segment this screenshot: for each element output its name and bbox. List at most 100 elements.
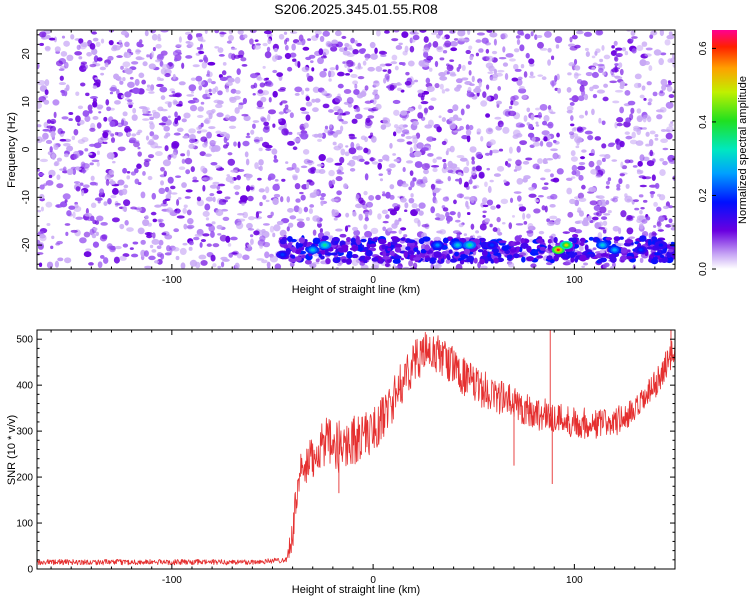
spectrogram-cell — [577, 165, 586, 171]
spectrogram-cell — [130, 206, 138, 210]
spectrogram-band-cell — [498, 240, 507, 244]
spectrogram-cell — [122, 167, 128, 174]
spectrogram-cell — [283, 31, 288, 35]
spectrogram-cell — [384, 30, 390, 34]
spectrogram-cell — [249, 30, 257, 34]
spectrogram-cell — [157, 53, 165, 60]
spectrogram-band-cell — [589, 253, 594, 257]
spectrogram-cell — [525, 52, 530, 59]
spectrogram-cell — [354, 40, 358, 45]
spectrogram-cell — [434, 60, 439, 68]
spectrogram-cell — [81, 189, 85, 197]
spectrogram-cell — [99, 234, 108, 242]
spectrogram-cell — [642, 199, 648, 203]
spectrogram-cell — [144, 265, 152, 269]
spectrogram-band-cell — [501, 245, 510, 251]
spectrogram-cell — [91, 48, 98, 55]
spectrogram-cell — [175, 175, 182, 179]
spectrogram-cell — [446, 71, 450, 75]
spectrogram-hotspot-core — [280, 253, 285, 256]
spectrogram-cell — [375, 66, 383, 72]
spectrogram-cell — [389, 194, 395, 200]
spectrogram-band-cell — [341, 244, 349, 250]
spectrogram-cell — [382, 117, 388, 121]
spectrogram-cell — [414, 161, 423, 168]
spectrogram-cell — [186, 149, 191, 157]
spectrogram-cell — [612, 100, 620, 104]
spectrogram-cell — [578, 114, 585, 119]
spectrogram-cell — [75, 216, 84, 220]
spectrogram-cell — [196, 33, 203, 37]
spectrogram-band-cell — [479, 258, 485, 265]
spectrogram-band-cell — [440, 258, 445, 263]
spectrogram-cell — [514, 68, 522, 72]
spectrogram-cell — [516, 38, 521, 46]
spectrogram-cell — [243, 115, 251, 122]
colorbar-gradient — [712, 30, 737, 269]
spectrogram-cell — [384, 263, 390, 268]
spectrogram-cell — [594, 136, 602, 141]
spectrogram-cell — [98, 111, 102, 114]
spectrogram-cell — [445, 150, 449, 156]
spectrogram-cell — [465, 49, 471, 55]
spectrogram-cell — [639, 209, 643, 215]
spectrogram-cell — [342, 50, 351, 56]
spectrogram-cell — [253, 44, 261, 50]
spectrogram-cell — [89, 63, 97, 68]
spectrogram-cell — [314, 30, 322, 35]
spectrogram-cell — [439, 76, 448, 81]
spectrogram-cell — [188, 246, 193, 251]
spectrogram-cell — [576, 139, 580, 146]
spectrogram-cell — [412, 137, 418, 144]
spectrogram-cell — [334, 162, 343, 166]
spectrogram-cell — [651, 174, 656, 182]
spectrogram-cell — [190, 166, 195, 173]
spectrogram-cell — [565, 177, 573, 181]
spectrogram-cell — [452, 104, 459, 112]
spectrogram-cell — [273, 193, 281, 198]
spectrogram-cell — [489, 76, 498, 82]
spectrogram-band-cell — [667, 249, 674, 253]
spectrogram-cell — [566, 105, 574, 112]
spectrogram-y-tick-label: 10 — [21, 96, 32, 108]
spectrogram-cell — [430, 206, 436, 214]
spectrogram-cell — [537, 74, 543, 77]
spectrogram-cell — [89, 127, 96, 132]
spectrogram-cell — [39, 42, 44, 47]
spectrogram-band-cell — [363, 259, 368, 264]
spectrogram-cell — [246, 132, 250, 136]
spectrogram-cell — [408, 197, 415, 204]
spectrogram-cell — [478, 80, 482, 88]
spectrogram-cell — [252, 120, 260, 123]
spectrogram-cell — [401, 129, 410, 134]
spectrogram-cell — [431, 165, 440, 168]
spectrogram-cell — [466, 211, 471, 216]
spectrogram-cell — [181, 182, 187, 188]
spectrogram-cell — [616, 183, 621, 189]
spectrogram-cell — [515, 35, 521, 39]
spectrogram-cell — [639, 94, 645, 99]
spectrogram-cell — [76, 44, 81, 51]
spectrogram-cell — [455, 117, 463, 121]
spectrogram-cell — [463, 196, 471, 200]
spectrogram-cell — [576, 79, 583, 84]
spectrogram-cell — [401, 31, 409, 39]
spectrogram-cell — [130, 171, 137, 176]
spectrogram-cell — [556, 168, 564, 175]
spectrogram-cell — [614, 63, 619, 66]
spectrogram-cell — [197, 35, 204, 42]
spectrogram-cell — [524, 33, 531, 40]
spectrogram-band-cell — [392, 258, 401, 264]
spectrogram-cell — [62, 170, 69, 174]
spectrogram-cell — [192, 97, 198, 101]
spectrogram-cell — [516, 78, 523, 86]
spectrogram-band-cell — [413, 247, 419, 252]
spectrogram-cell — [160, 30, 169, 33]
spectrogram-cell — [375, 103, 382, 110]
spectrogram-cell — [217, 265, 222, 269]
spectrogram-cell — [42, 128, 51, 132]
snr-y-tick-label: 300 — [16, 427, 33, 438]
spectrogram-band-cell — [358, 257, 365, 261]
spectrogram-cell — [205, 217, 210, 221]
spectrogram-cell — [521, 94, 528, 99]
